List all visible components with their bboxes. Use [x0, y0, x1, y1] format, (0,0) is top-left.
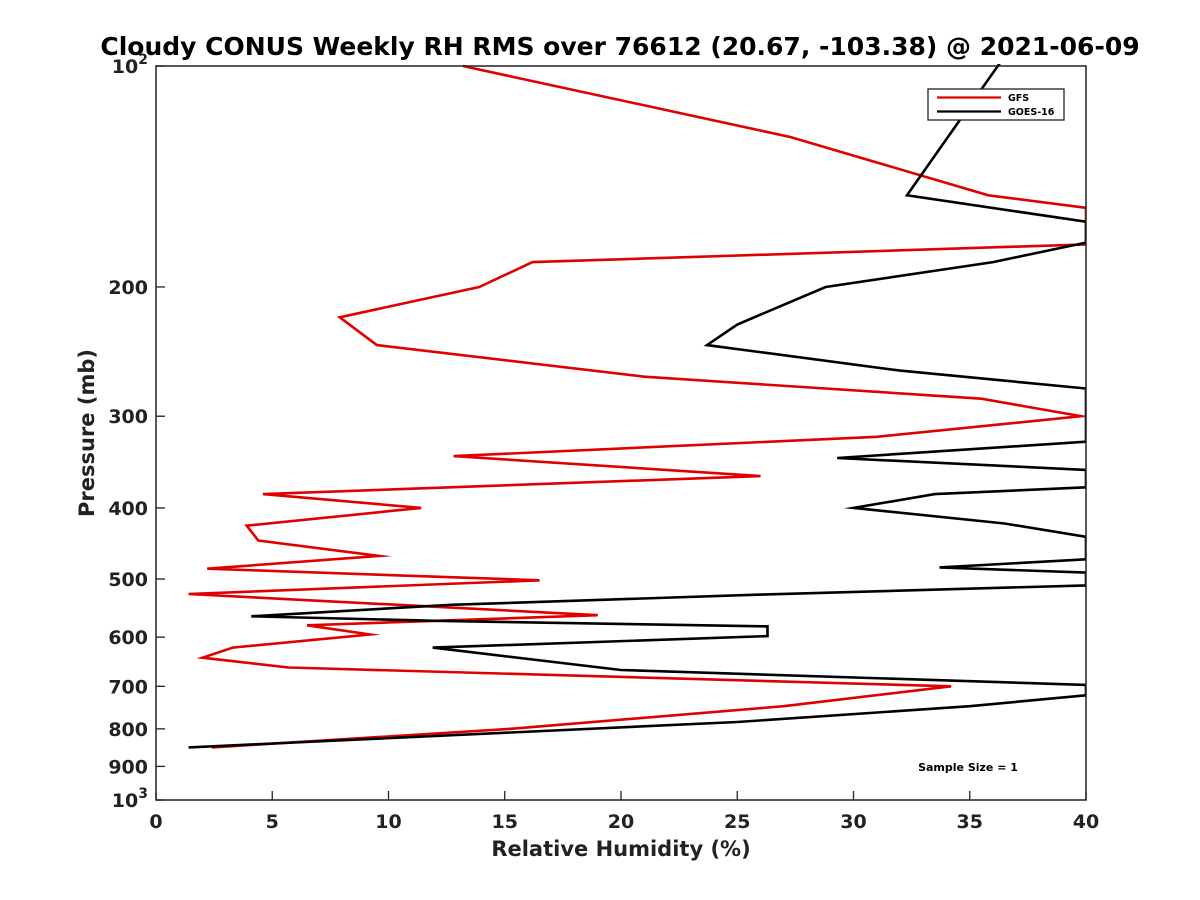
- plot-frame: [155, 65, 1087, 801]
- y-tick-label: 200: [108, 277, 148, 299]
- y-tick-label: 102: [112, 52, 148, 78]
- x-tick-label: 20: [608, 811, 634, 833]
- y-tick-label: 600: [108, 627, 148, 649]
- sample-size-annotation: Sample Size = 1: [918, 761, 1018, 774]
- x-tick-label: 5: [266, 811, 279, 833]
- x-tick-label: 15: [492, 811, 518, 833]
- x-tick-label: 35: [957, 811, 983, 833]
- legend: GFS GOES-16: [927, 88, 1065, 121]
- y-axis-label: Pressure (mb): [75, 349, 99, 517]
- x-tick-label: 40: [1073, 811, 1099, 833]
- x-tick-label: 10: [375, 811, 401, 833]
- y-tick-label: 800: [108, 719, 148, 741]
- x-axis: 0 5 10 15 20 25 30 35 40: [149, 791, 1099, 833]
- series-line-gfs: [188, 64, 1086, 749]
- series-layer: [188, 64, 1086, 749]
- series-line-goes-16: [188, 64, 1086, 749]
- y-axis: 102 200 300 400 500 600 700 800 900 103: [108, 52, 165, 812]
- y-tick-label: 300: [108, 406, 148, 428]
- y-tick-label: 700: [108, 676, 148, 698]
- y-tick-label: 900: [108, 756, 148, 778]
- x-tick-label: 30: [840, 811, 866, 833]
- y-tick-label: 500: [108, 569, 148, 591]
- y-tick-label: 103: [112, 786, 148, 812]
- chart-title: Cloudy CONUS Weekly RH RMS over 76612 (2…: [100, 32, 1139, 61]
- legend-label-gfs: GFS: [1008, 93, 1029, 104]
- x-tick-label: 25: [724, 811, 750, 833]
- legend-box: [927, 88, 1065, 121]
- x-tick-label: 0: [149, 811, 162, 833]
- x-axis-label: Relative Humidity (%): [491, 837, 750, 861]
- y-tick-label: 400: [108, 498, 148, 520]
- legend-label-goes-16: GOES-16: [1008, 107, 1055, 118]
